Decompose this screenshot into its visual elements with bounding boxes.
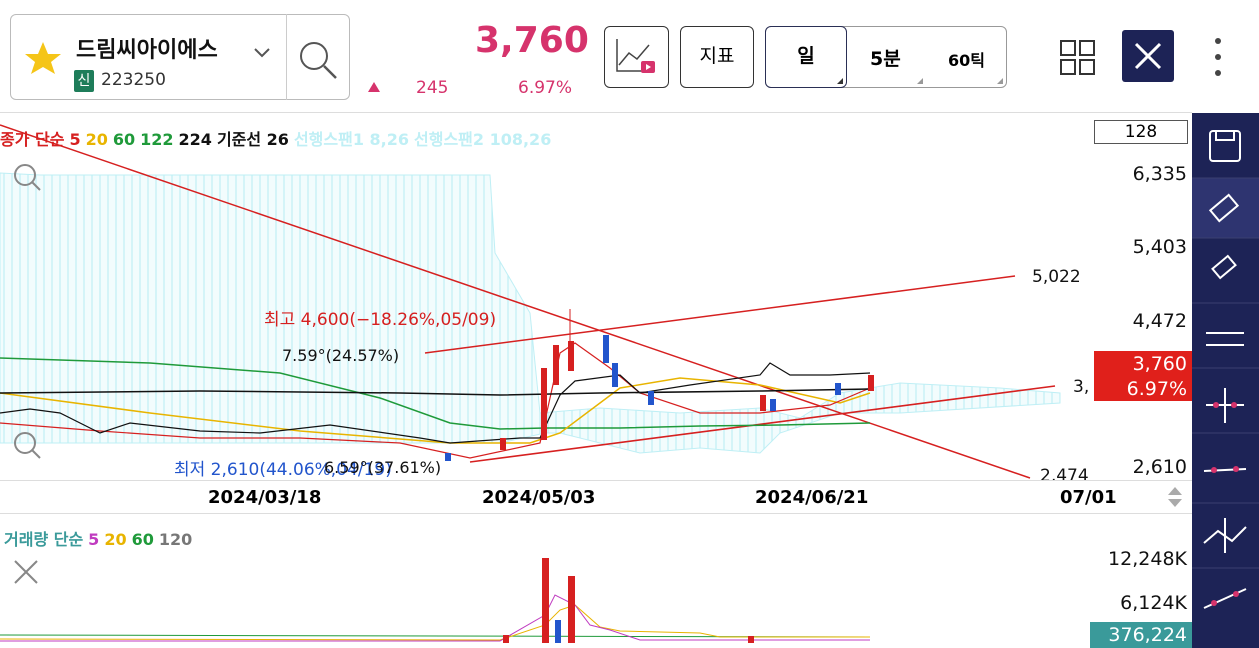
angle-upper: 7.59°(24.57%) xyxy=(282,346,400,365)
volume-current: 376,224 xyxy=(1108,624,1187,646)
angle-lower: 6.59°(37.61%) xyxy=(324,458,442,477)
scroll-arrows[interactable] xyxy=(1165,484,1185,510)
drawing-toolbar xyxy=(1192,113,1259,648)
legend-item: 5 xyxy=(88,530,100,549)
legend-item: 선행스팬2 108,26 xyxy=(414,130,552,149)
price-legend: 종가 단순 5 20 60 122 224 기준선 26 선행스팬1 8,26 선행스팬2 10… xyxy=(0,126,556,150)
change: 245 xyxy=(416,78,449,98)
current-price: 3,760 xyxy=(1132,353,1187,375)
legend-item: 선행스팬1 8,26 xyxy=(293,130,409,149)
legend-item: 224 xyxy=(178,130,212,149)
current-price-box xyxy=(1094,351,1192,401)
period-5min[interactable]: 5분 xyxy=(870,48,901,70)
volume-chart xyxy=(0,558,871,643)
legend-item: 기준선 26 xyxy=(216,130,289,149)
stock-code: 223250 xyxy=(101,70,166,90)
divider xyxy=(0,112,1192,113)
box-label: 128 xyxy=(1094,120,1188,144)
y-label: 2,610 xyxy=(1132,456,1187,478)
star-icon[interactable] xyxy=(24,40,62,76)
chart-icon xyxy=(616,39,655,73)
legend-item: 120 xyxy=(158,530,193,549)
search-icon[interactable] xyxy=(296,38,340,82)
y-label: 5,403 xyxy=(1132,236,1187,258)
x-label: 2024/06/21 xyxy=(755,487,869,508)
up-arrow xyxy=(368,82,380,92)
change-pct: 6.97% xyxy=(518,78,573,98)
price: 3,760 xyxy=(475,20,589,61)
grid-icon[interactable] xyxy=(1060,40,1096,76)
chart-type-button[interactable] xyxy=(604,26,669,88)
volume-y-label: 6,124K xyxy=(1120,592,1187,614)
period-60tick[interactable]: 60틱 xyxy=(948,51,985,70)
search-box[interactable] xyxy=(10,14,350,100)
stock-name: 드림씨아이에스 xyxy=(76,38,218,63)
more-menu[interactable] xyxy=(1210,36,1226,80)
legend-item: 60 xyxy=(112,130,136,149)
x-label: 07/01 xyxy=(1060,487,1117,508)
badge: 신 xyxy=(74,70,94,92)
x-label: 2024/03/18 xyxy=(208,487,322,508)
legend-item: 거래량 단순 xyxy=(4,530,84,549)
low-annotation: 최저 2,610(44.06%,04/19) xyxy=(174,460,392,480)
high-annotation: 최고 4,600(−18.26%,05/09) xyxy=(264,310,497,330)
legend-item: 20 xyxy=(104,530,127,549)
dropdown-arrow[interactable] xyxy=(252,46,272,60)
legend-item: 122 xyxy=(140,130,174,149)
price-chart xyxy=(0,124,1061,479)
upper-end: 5,022 xyxy=(1032,267,1081,287)
legend-item: 종가 단순 xyxy=(0,130,65,149)
legend-item: 20 xyxy=(85,130,108,149)
period-day[interactable]: 일 xyxy=(765,26,847,88)
close-icon[interactable] xyxy=(12,558,40,586)
y-label: 4,472 xyxy=(1132,310,1187,332)
x-label: 2024/05/03 xyxy=(482,487,596,508)
current-pct: 6.97% xyxy=(1126,378,1187,400)
volume-legend: 거래량 단순 5 20 60 120 xyxy=(4,526,197,550)
lower-end: 2,474 xyxy=(1040,466,1089,480)
tools-button[interactable] xyxy=(1122,30,1174,82)
legend-item: 60 xyxy=(131,530,154,549)
volume-y-label: 12,248K xyxy=(1108,548,1187,570)
cut-label: 3, xyxy=(1073,377,1090,397)
corner-marks xyxy=(837,78,1003,84)
x-axis-bar xyxy=(0,480,1192,514)
divider xyxy=(286,14,287,100)
legend-item: 5 xyxy=(69,130,81,149)
volume-current-box xyxy=(1090,622,1192,648)
y-label: 6,335 xyxy=(1132,163,1187,185)
indicator-button[interactable]: 지표 xyxy=(680,26,754,88)
